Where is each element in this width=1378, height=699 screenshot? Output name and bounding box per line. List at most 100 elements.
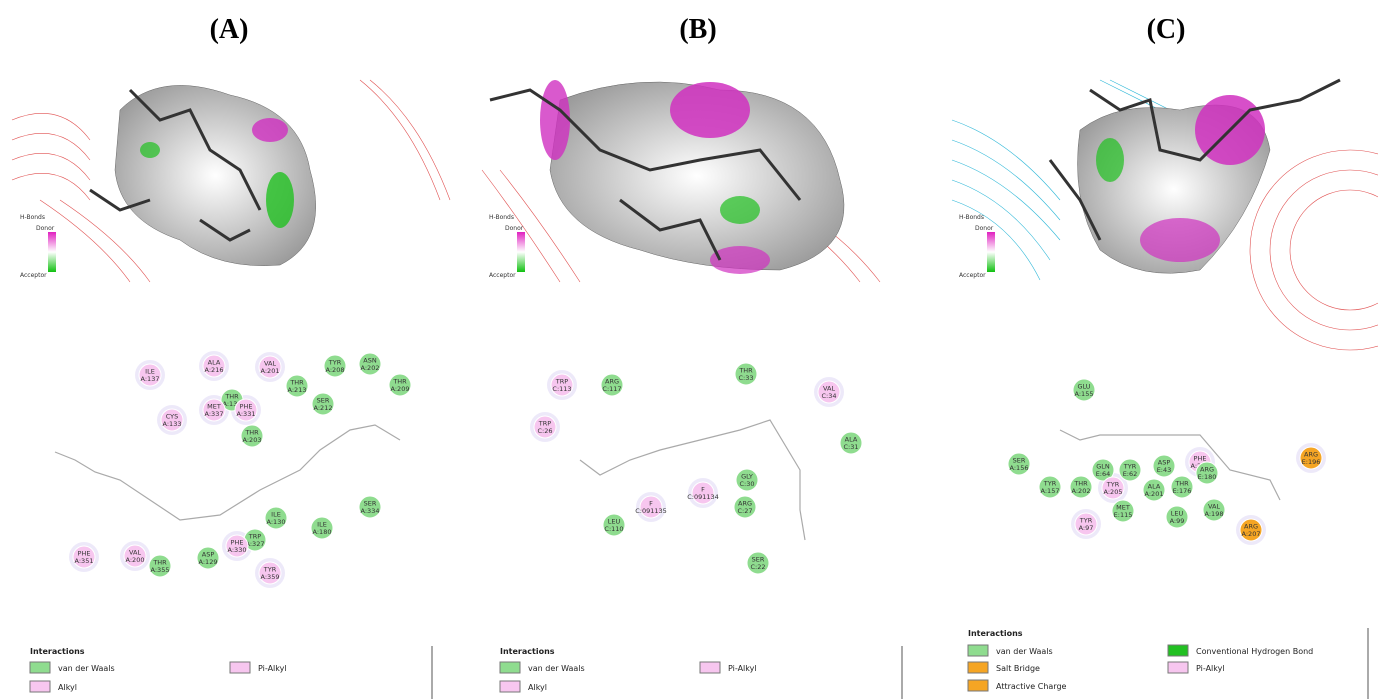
residue-id: A:207	[1242, 530, 1261, 538]
residue-id: C:34	[822, 392, 837, 400]
residue: META:337	[203, 399, 225, 421]
residue: ARGC:27	[734, 496, 756, 518]
residue-id: E:64	[1096, 470, 1111, 478]
residue: ASPE:43	[1153, 455, 1175, 477]
legend-swatch	[30, 681, 50, 692]
residue-id: A:359	[261, 573, 280, 581]
residue-id: A:205	[1104, 488, 1123, 496]
figure: (A)H-BondsDonorAcceptorILEA:137ALAA:216T…	[0, 0, 1378, 699]
residue-id: A:212	[314, 404, 333, 412]
legend-label: Alkyl	[528, 683, 547, 692]
panel-label: (B)	[679, 14, 716, 45]
residue-id: C:30	[740, 480, 755, 488]
legend-label: Conventional Hydrogen Bond	[1196, 647, 1313, 656]
residue-id: A:337	[205, 410, 224, 418]
legend-label: van der Waals	[528, 664, 585, 673]
residue-id: A:330	[228, 546, 247, 554]
residue: TYRA:205	[1102, 477, 1124, 499]
view-a	[12, 68, 458, 282]
residue-id: A:208	[326, 366, 345, 374]
residue-id: A:213	[288, 386, 307, 394]
residue-id: E:115	[1114, 511, 1133, 519]
residue: ALAC:31	[840, 432, 862, 454]
residue-id: E:62	[1123, 470, 1138, 478]
legend-label: Pi-Alkyl	[728, 664, 757, 673]
residue-id: A:97	[1079, 524, 1094, 532]
legend-swatch	[500, 681, 520, 692]
residue: TRPC:26	[534, 416, 556, 438]
residue-id: A:355	[151, 566, 170, 574]
residue-id: E:43	[1157, 466, 1172, 474]
residue: TRPC:113	[551, 374, 573, 396]
residue-id: A:331	[237, 410, 256, 418]
panel-label: (A)	[210, 14, 249, 45]
residue-id: A:201	[1145, 490, 1164, 498]
residue-id: C:26	[538, 427, 553, 435]
residue: PHEA:351	[73, 546, 95, 568]
residue-id: A:155	[1075, 390, 1094, 398]
residue: ARGC:117	[601, 374, 623, 396]
legend-swatch	[230, 662, 250, 673]
hbond-title: H-Bonds	[489, 214, 514, 221]
residue-id: A:130	[267, 518, 286, 526]
residue: ILEA:180	[311, 517, 333, 539]
hbond-title: H-Bonds	[959, 214, 984, 221]
residue: ALAA:201	[1143, 479, 1165, 501]
residue: THRA:213	[286, 375, 308, 397]
residue: ARGA:207	[1240, 519, 1262, 541]
residue-id: C:22	[751, 563, 766, 571]
residue-id: A:157	[1041, 487, 1060, 495]
residue-id: A:202	[1072, 487, 1091, 495]
residue-id: C:113	[552, 385, 571, 393]
residue-id: E:196	[1302, 458, 1321, 466]
legend-swatch	[968, 645, 988, 656]
legend-swatch	[968, 680, 988, 691]
legend-swatch	[700, 662, 720, 673]
residue-id: C:110	[604, 525, 623, 533]
residue-id: C:091134	[687, 493, 719, 501]
residue: ILEA:130	[265, 507, 287, 529]
residue-id: A:129	[199, 558, 218, 566]
residue-id: A:200	[126, 556, 145, 564]
hbond-title: H-Bonds	[20, 214, 45, 221]
residue-id: C:27	[738, 507, 753, 515]
residue-id: A:203	[243, 436, 262, 444]
hbond-acceptor: Acceptor	[959, 272, 986, 279]
residue-id: A:351	[75, 557, 94, 565]
residue: TYRA:97	[1075, 513, 1097, 535]
legend-label: van der Waals	[996, 647, 1053, 656]
residue: SERA:212	[312, 393, 334, 415]
residue-id: A:137	[141, 375, 160, 383]
residue: THRA:202	[1070, 476, 1092, 498]
residue-id: C:117	[602, 385, 621, 393]
legend-title: Interactions	[30, 647, 85, 656]
legend-swatch	[1168, 662, 1188, 673]
hbond-donor: Donor	[36, 225, 55, 232]
hbond-donor: Donor	[975, 225, 994, 232]
residue-id: A:198	[1205, 510, 1224, 518]
legend-title: Interactions	[968, 629, 1023, 638]
legend-swatch	[968, 662, 988, 673]
residue-id: A:209	[391, 385, 410, 393]
residue-id: A:99	[1170, 517, 1185, 525]
residue-id: C:31	[844, 443, 859, 451]
residue-id: C:091135	[635, 507, 667, 515]
residue: LEUA:99	[1166, 506, 1188, 528]
legend-label: Salt Bridge	[996, 664, 1040, 673]
legend-swatch	[30, 662, 50, 673]
residue: METE:115	[1112, 500, 1134, 522]
residue-id: A:201	[261, 367, 280, 375]
